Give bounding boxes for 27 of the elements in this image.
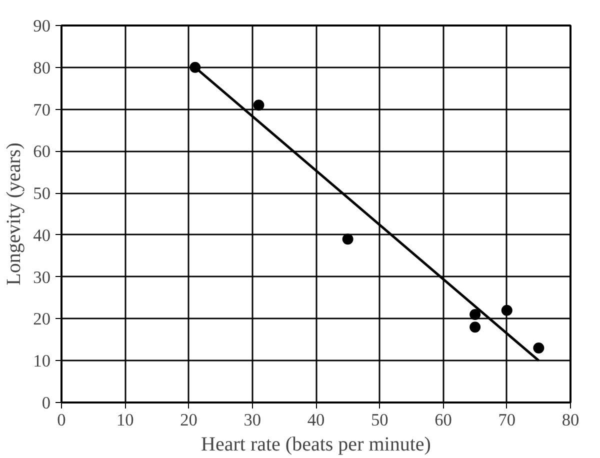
y-tick-label: 70 bbox=[33, 100, 50, 120]
x-tick-label: 70 bbox=[498, 410, 516, 430]
point bbox=[253, 100, 264, 111]
x-tick-label: 10 bbox=[116, 410, 134, 430]
point bbox=[533, 342, 544, 354]
x-tick-label: 50 bbox=[370, 410, 388, 430]
x-tick-label: 60 bbox=[434, 410, 452, 430]
x-tick-label: 80 bbox=[562, 410, 580, 430]
x-tick-label: 0 bbox=[57, 410, 66, 430]
y-tick-label: 30 bbox=[33, 268, 50, 287]
x-tick-label: 30 bbox=[244, 410, 262, 430]
point bbox=[501, 304, 512, 316]
y-tick-label: 0 bbox=[42, 394, 51, 412]
y-tick-label: 50 bbox=[33, 184, 50, 204]
point bbox=[342, 234, 354, 245]
x-tick-label: 20 bbox=[180, 410, 198, 430]
y-tick-label: 60 bbox=[33, 142, 50, 162]
y-axis-title: Longevity (years) bbox=[3, 142, 26, 286]
y-tick-label: 20 bbox=[33, 310, 50, 329]
y-tick-label: 80 bbox=[33, 58, 50, 78]
y-tick-label: 40 bbox=[33, 226, 50, 245]
point bbox=[470, 309, 481, 320]
x-axis-title: Heart rate (beats per minute) bbox=[201, 434, 431, 456]
point bbox=[470, 322, 481, 333]
x-tick-label: 40 bbox=[307, 410, 325, 430]
y-tick-label: 90 bbox=[33, 16, 50, 36]
y-tick-label: 10 bbox=[33, 352, 50, 371]
